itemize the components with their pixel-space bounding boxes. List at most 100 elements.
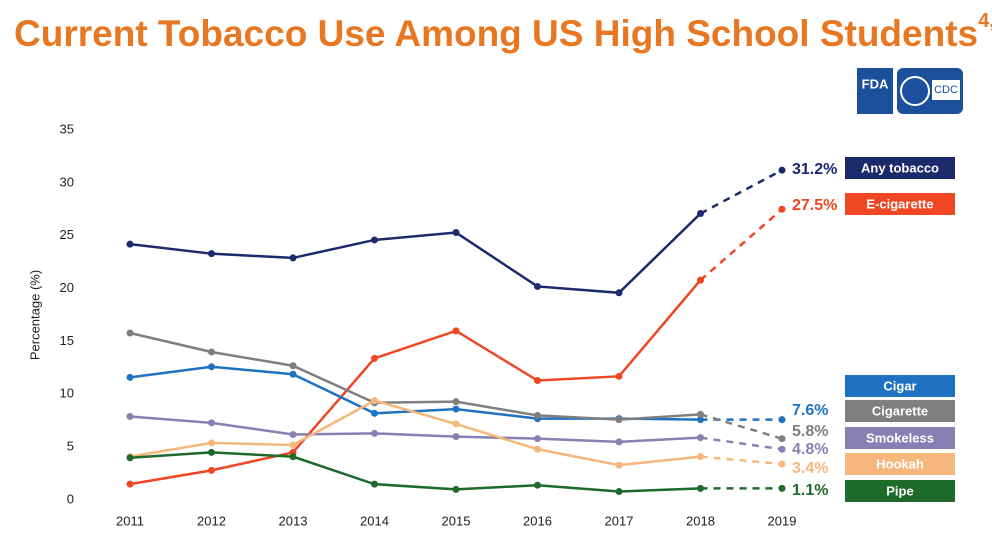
data-point — [452, 420, 460, 428]
y-tick-label: 15 — [60, 333, 74, 348]
series-line — [129, 451, 701, 493]
hhs-seal — [900, 76, 930, 106]
series-line — [129, 331, 701, 421]
data-point — [452, 433, 460, 441]
legend-label: E-cigarette — [866, 196, 933, 211]
data-point — [778, 166, 786, 174]
data-point — [778, 445, 786, 453]
title-superscript: 4,5 — [978, 10, 992, 32]
data-point — [289, 362, 297, 370]
legend-label: Cigar — [883, 378, 916, 393]
data-point — [371, 429, 378, 437]
data-point — [697, 453, 704, 461]
data-point — [452, 485, 460, 493]
data-point — [452, 327, 460, 335]
x-tick-label: 2012 — [197, 513, 226, 528]
cdc-text: CDC — [934, 84, 958, 96]
end-value-label: 3.4% — [792, 460, 828, 477]
data-point — [534, 445, 541, 453]
y-axis-label: Percentage (%) — [27, 270, 42, 360]
data-point — [289, 370, 297, 378]
data-point — [778, 205, 786, 213]
data-point — [452, 398, 460, 406]
data-point — [615, 438, 623, 446]
data-point — [534, 377, 541, 385]
data-point — [615, 488, 623, 496]
series-line — [129, 279, 702, 486]
y-tick-label: 30 — [60, 174, 74, 189]
data-point — [289, 441, 297, 449]
data-point — [371, 236, 378, 244]
series-line — [129, 399, 701, 467]
fda-text: FDA — [862, 76, 889, 91]
projected-line — [700, 436, 783, 451]
data-point — [534, 435, 541, 443]
legend-box — [845, 453, 955, 475]
data-point — [208, 439, 215, 447]
data-point — [697, 410, 704, 418]
data-point — [697, 434, 704, 442]
data-point — [126, 480, 134, 488]
y-tick-label: 5 — [67, 439, 74, 454]
data-point — [371, 409, 378, 417]
y-tick-label: 35 — [60, 121, 74, 136]
end-value-label: 27.5% — [792, 197, 837, 214]
data-point — [697, 276, 704, 284]
data-point — [371, 397, 378, 405]
legend-box — [845, 193, 955, 215]
end-value-label: 4.8% — [792, 441, 828, 458]
data-point — [126, 412, 134, 420]
data-point — [371, 354, 378, 362]
legend-box — [845, 480, 955, 502]
data-point — [126, 373, 134, 381]
legend-box — [845, 427, 955, 449]
legend-label: Cigarette — [872, 403, 928, 418]
data-point — [697, 416, 704, 424]
data-point — [126, 240, 134, 248]
fda-logo — [857, 68, 893, 114]
legend-box — [845, 375, 955, 397]
x-tick-label: 2014 — [360, 513, 389, 528]
data-point — [534, 481, 541, 489]
data-point — [208, 348, 215, 356]
y-tick-label: 25 — [60, 227, 74, 242]
data-point — [452, 405, 460, 413]
y-tick-label: 10 — [60, 386, 74, 401]
data-point — [534, 411, 541, 419]
legend-label: Any tobacco — [861, 160, 939, 175]
cdc-box — [932, 80, 960, 100]
y-tick-label: 20 — [60, 280, 74, 295]
data-point — [208, 363, 215, 371]
data-point — [778, 484, 786, 492]
data-point — [208, 250, 215, 258]
data-point — [615, 416, 623, 424]
chart-title: Current Tobacco Use Among US High School… — [14, 10, 992, 54]
end-value-label: 5.8% — [792, 423, 828, 440]
projected-line — [700, 413, 783, 440]
series-line — [129, 212, 702, 295]
data-point — [208, 466, 215, 474]
data-point — [534, 282, 541, 290]
x-tick-label: 2017 — [605, 513, 634, 528]
data-point — [452, 229, 460, 237]
legend-box — [845, 400, 955, 422]
y-tick-label: 0 — [67, 491, 74, 506]
legend-label: Hookah — [876, 456, 924, 471]
data-point — [778, 460, 786, 468]
legend-label: Smokeless — [866, 430, 934, 445]
data-point — [371, 480, 378, 488]
data-point — [289, 254, 297, 262]
end-value-label: 1.1% — [792, 482, 828, 499]
end-value-label: 7.6% — [792, 402, 828, 419]
data-point — [615, 289, 623, 297]
data-point — [289, 430, 297, 438]
x-tick-label: 2019 — [768, 513, 797, 528]
end-value-label: 31.2% — [792, 161, 837, 178]
data-point — [289, 453, 297, 461]
title-text: Current Tobacco Use Among US High School… — [14, 13, 978, 54]
legend-label: Pipe — [886, 483, 913, 498]
data-point — [126, 329, 134, 337]
projected-line — [699, 208, 783, 282]
data-point — [697, 484, 704, 492]
